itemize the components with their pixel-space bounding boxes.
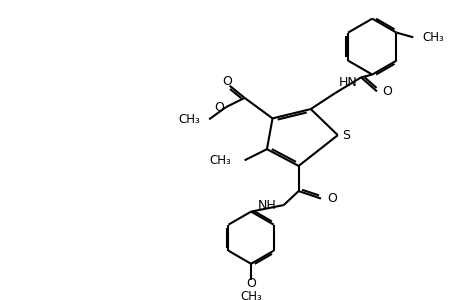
Text: CH₃: CH₃ — [240, 290, 262, 300]
Text: O: O — [327, 192, 336, 205]
Text: S: S — [341, 129, 350, 142]
Text: NH: NH — [257, 199, 276, 212]
Text: O: O — [246, 277, 256, 290]
Text: CH₃: CH₃ — [209, 154, 231, 167]
Text: O: O — [214, 101, 224, 114]
Text: CH₃: CH₃ — [178, 113, 199, 126]
Text: CH₃: CH₃ — [422, 31, 443, 44]
Text: O: O — [382, 85, 392, 98]
Text: HN: HN — [338, 76, 357, 89]
Text: O: O — [221, 75, 231, 88]
